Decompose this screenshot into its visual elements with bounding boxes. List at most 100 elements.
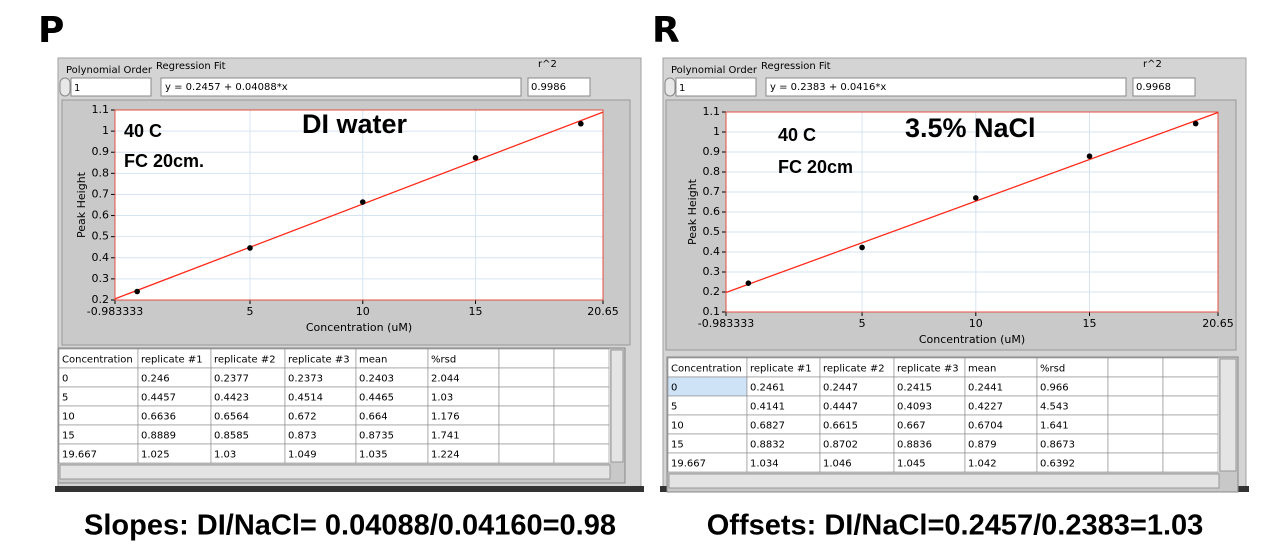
table-cell-text: 0.4447 [823, 402, 858, 413]
table-cell-text: 10 [62, 412, 75, 423]
table-cell-text: 0.8585 [214, 431, 249, 442]
table-header: mean [359, 355, 387, 366]
order-spinner [664, 77, 676, 97]
panel-bottom-shadow [55, 486, 644, 492]
x-tick-label: 10 [969, 317, 983, 330]
table-cell [1162, 357, 1219, 378]
vertical-scrollbar [610, 349, 624, 463]
table-header: %rsd [431, 355, 456, 366]
x-axis-label: Concentration (uM) [306, 321, 412, 334]
y-tick-label: 0.6 [703, 205, 721, 218]
table-cell-text: 15 [62, 431, 75, 442]
table-cell-text: 1.046 [823, 459, 852, 470]
table-cell-text: 0.4465 [359, 393, 394, 404]
fit-line [114, 111, 604, 300]
y-tick-label: 0.5 [92, 230, 110, 243]
panel-letter: R [652, 10, 680, 51]
table-cell-text: 0.6827 [750, 421, 785, 432]
table-cell-text: 1.045 [897, 459, 926, 470]
table-cell-text: 1.03 [431, 393, 453, 404]
table-cell-text: 0.8702 [823, 440, 858, 451]
table-cell-text: 0 [62, 374, 68, 385]
y-tick-label: 0.1 [703, 305, 721, 318]
table-cell-text: 0.8735 [359, 431, 394, 442]
table-cell-text: 0.2403 [359, 374, 394, 385]
table-cell [498, 348, 555, 369]
annotation: 40 C [124, 121, 162, 141]
fit-label: Regression Fit [761, 61, 831, 72]
data-point [859, 244, 865, 251]
table-header: replicate #3 [288, 355, 350, 366]
table-cell-text: 0.873 [288, 431, 317, 442]
x-tick-label: 15 [1083, 317, 1097, 330]
table-cell-text: 0.667 [897, 421, 926, 432]
y-tick-label: 0.9 [703, 145, 721, 158]
plot-border [725, 111, 1219, 313]
table-cell-text: 0.6564 [214, 412, 249, 423]
x-tick-label: 20.65 [587, 305, 619, 318]
table-cell-text: 0.8836 [897, 440, 932, 451]
horizontal-scrollbar [668, 473, 1220, 489]
table-cell [553, 367, 610, 388]
table-cell-text: 0.672 [288, 412, 317, 423]
table-cell-text: 0 [671, 383, 677, 394]
plot-border [114, 109, 604, 301]
table-header: replicate #1 [141, 355, 203, 366]
order-label: Polynomial Order [671, 65, 758, 76]
table-cell [1107, 357, 1164, 378]
y-tick-label: 0.5 [703, 225, 721, 238]
table-cell-text: 0.4457 [141, 393, 176, 404]
table-cell-text: 0.664 [359, 412, 388, 423]
table-cell [498, 367, 555, 388]
annotation: FC 20cm. [124, 151, 204, 171]
table-cell [1162, 433, 1219, 454]
order-label: Polynomial Order [66, 65, 153, 76]
table-cell-text: 0.6392 [1040, 459, 1075, 470]
y-tick-label: 0.7 [92, 187, 110, 200]
table-header: Concentration [671, 364, 742, 375]
table-cell [1162, 376, 1219, 397]
data-point [745, 280, 752, 286]
table-cell-text: 1.034 [750, 459, 779, 470]
y-tick-label: 0.2 [92, 293, 110, 306]
table-cell-text: 5 [62, 393, 68, 404]
table-cell-text: 15 [671, 440, 684, 451]
table-cell [1107, 376, 1164, 397]
y-tick-label: 0.7 [703, 185, 721, 198]
x-tick-label: 15 [469, 305, 483, 318]
table-cell-text: 1.025 [141, 450, 170, 461]
order-input [70, 77, 152, 97]
table-cell-text: 2.044 [431, 374, 460, 385]
table-cell-text: 1.03 [214, 450, 236, 461]
table-cell-text: 1.224 [431, 450, 460, 461]
table-cell-text: 19.667 [62, 450, 97, 461]
fit-label: Regression Fit [156, 61, 226, 72]
table-cell-text: 5 [671, 402, 677, 413]
table-cell-text: 0.879 [968, 440, 997, 451]
table-cell-text: 0.6636 [141, 412, 176, 423]
y-tick-label: 0.4 [92, 251, 110, 264]
y-tick-label: 0.3 [703, 265, 721, 278]
y-tick-label: 0.6 [92, 209, 110, 222]
table-cell-text: 0.966 [1040, 383, 1069, 394]
x-tick-label: -0.983333 [87, 305, 143, 318]
r2-label: r^2 [538, 59, 557, 70]
annotation: 40 C [778, 125, 816, 145]
table-header: mean [968, 364, 996, 375]
y-tick-label: 0.8 [703, 165, 721, 178]
table-cell-text: 1.042 [968, 459, 997, 470]
y-tick-label: 1 [713, 125, 720, 138]
y-tick-label: 1 [102, 124, 109, 137]
horizontal-scrollbar [59, 464, 611, 480]
table-cell [58, 386, 139, 407]
table-cell [553, 443, 610, 464]
x-tick-label: 5 [859, 317, 866, 330]
table-cell-text: 0.4141 [750, 402, 785, 413]
table-cell-text: 0.8889 [141, 431, 176, 442]
table-cell [498, 386, 555, 407]
table-header: Concentration [62, 355, 133, 366]
fit-value: y = 0.2457 + 0.04088*x [165, 82, 288, 93]
table-cell [498, 405, 555, 426]
annotation: FC 20cm [778, 157, 853, 177]
